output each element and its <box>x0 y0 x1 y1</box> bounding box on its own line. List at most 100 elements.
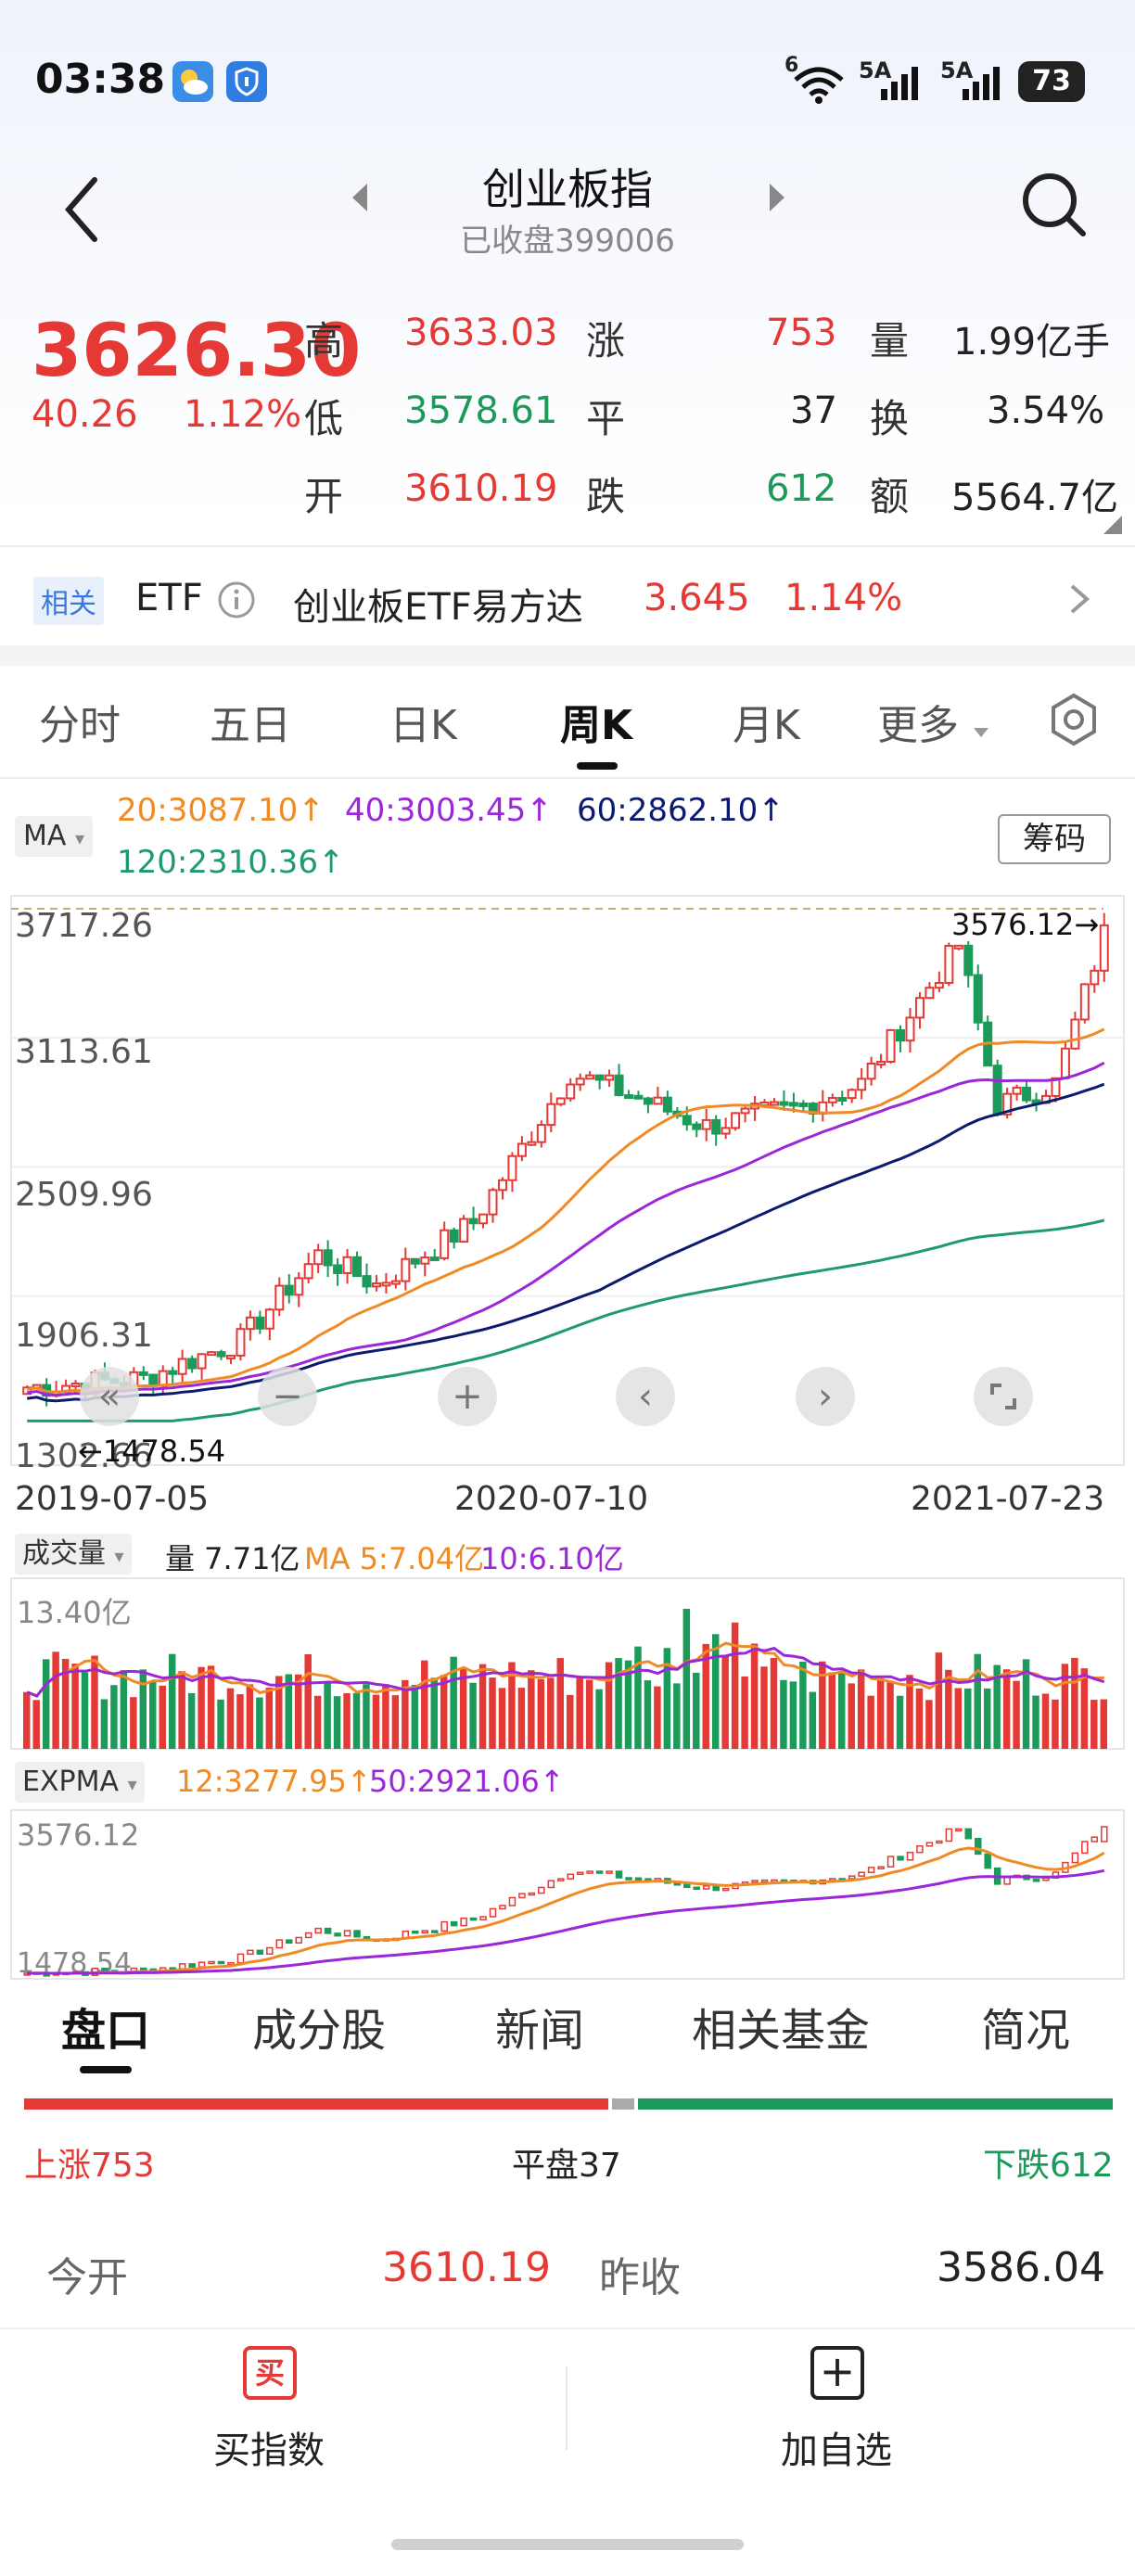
tab-market-depth[interactable]: 盘口 <box>61 2005 151 2057</box>
expma-candle <box>576 1871 584 1876</box>
ma-selector-button[interactable]: MA ▾ <box>15 816 93 857</box>
volume-bar <box>1052 1699 1059 1749</box>
settings-icon[interactable] <box>1046 692 1102 751</box>
add-watchlist-label: 加自选 <box>781 2429 892 2472</box>
candle <box>516 1142 527 1157</box>
candle <box>236 1328 246 1357</box>
expma-frame <box>10 1809 1125 1980</box>
expma-candle <box>925 1842 934 1847</box>
volume-bar <box>139 1669 147 1749</box>
ma20-value: 20:3087.10↑ <box>117 792 325 829</box>
candle <box>546 1103 556 1127</box>
weather-icon <box>172 61 213 102</box>
expma-candle <box>353 1930 361 1938</box>
flat-label: 平 <box>586 396 626 441</box>
tab-news[interactable]: 新闻 <box>495 2005 585 2057</box>
tab-constituents[interactable]: 成分股 <box>252 2005 387 2057</box>
kline-chart[interactable] <box>0 892 1135 1480</box>
volume-bar <box>644 1680 652 1749</box>
expma-candle <box>1090 1836 1099 1843</box>
candle <box>342 1256 352 1274</box>
volume-bar <box>459 1667 467 1749</box>
expma-candle <box>916 1845 924 1854</box>
expma-candle <box>984 1853 991 1869</box>
buy-icon: 买 <box>243 2346 297 2400</box>
volume-bar <box>517 1688 526 1749</box>
next-index-arrow-icon[interactable] <box>766 182 788 217</box>
tab-intraday[interactable]: 分时 <box>39 702 121 749</box>
chip-distribution-button[interactable]: 筹码 <box>998 814 1111 864</box>
expma-candle <box>314 1927 322 1934</box>
expma-candle <box>634 1877 643 1881</box>
candle <box>158 1370 168 1387</box>
volume-bar <box>236 1694 244 1749</box>
date-label-end: 2021-07-23 <box>911 1480 1105 1518</box>
tab-monthly-k[interactable]: 月K <box>733 702 800 749</box>
tab-active-indicator <box>577 762 618 770</box>
tab-daily-k[interactable]: 日K <box>389 702 457 749</box>
expma-candle <box>897 1855 904 1861</box>
expma-candle <box>178 1963 186 1970</box>
expma-selector-button[interactable]: EXPMA ▾ <box>15 1762 145 1803</box>
prev-index-arrow-icon[interactable] <box>349 182 371 217</box>
tab-related-funds[interactable]: 相关基金 <box>692 2005 871 2057</box>
candle <box>1012 1086 1022 1095</box>
volume-bar <box>440 1675 448 1749</box>
expma-candle <box>275 1939 284 1949</box>
expma-candle <box>886 1855 895 1868</box>
volume-bar <box>110 1685 118 1749</box>
tab-overview[interactable]: 简况 <box>981 2005 1071 2057</box>
back-button[interactable] <box>56 172 111 247</box>
y-tick-label: 3113.61 <box>15 1033 153 1071</box>
expand-corner-icon[interactable] <box>1103 516 1122 538</box>
candle <box>934 981 944 989</box>
search-icon[interactable] <box>1018 169 1089 243</box>
volume-bar <box>567 1694 574 1749</box>
volume-bar <box>52 1651 59 1749</box>
zoom-out-button[interactable]: − <box>258 1367 317 1426</box>
candle <box>1090 969 1100 986</box>
tab-weekly-k[interactable]: 周K <box>560 702 633 749</box>
price-change-pct: 1.12% <box>184 393 302 436</box>
volume-chart[interactable] <box>0 1576 1135 1753</box>
tab-five-day[interactable]: 五日 <box>210 702 291 749</box>
expma-chart[interactable] <box>0 1808 1135 1981</box>
volume-bar <box>149 1682 157 1749</box>
volume-selector-button[interactable]: 成交量 ▾ <box>15 1534 132 1575</box>
zoom-in-button[interactable]: + <box>438 1367 497 1426</box>
candle <box>410 1257 420 1265</box>
buy-index-button[interactable]: 买 买指数 <box>0 2346 568 2485</box>
volume-bar <box>605 1662 613 1749</box>
candle <box>207 1351 217 1357</box>
home-indicator[interactable] <box>391 2539 744 2550</box>
amount-value: 5564.7亿 <box>951 477 1118 519</box>
ma40-value: 40:3003.45↑ <box>345 792 553 829</box>
volume-bar <box>246 1684 254 1749</box>
ma-line <box>27 1061 1105 1397</box>
volume-bar <box>469 1682 477 1749</box>
tab-more[interactable]: 更多 <box>877 692 990 751</box>
low-value: 3578.61 <box>404 389 558 432</box>
expma-candle <box>712 1885 720 1892</box>
y-tick-label: 1906.31 <box>15 1317 153 1355</box>
candle <box>605 1074 615 1081</box>
max-price-label: 3576.12→ <box>951 907 1100 942</box>
scroll-left-button[interactable]: ‹ <box>616 1367 675 1426</box>
expma-candle <box>606 1870 613 1874</box>
volume-bar <box>411 1685 419 1749</box>
volume-bar <box>402 1679 409 1749</box>
chevron-right-icon[interactable] <box>1068 582 1090 619</box>
add-watchlist-button[interactable]: + 加自选 <box>568 2346 1135 2485</box>
candle <box>468 1218 478 1225</box>
expma-candle <box>247 1949 254 1956</box>
info-icon[interactable] <box>217 580 256 623</box>
rewind-button[interactable]: « <box>80 1367 139 1426</box>
ma-line <box>27 1218 1105 1422</box>
expma-candle <box>974 1837 982 1855</box>
expma-candle <box>1032 1879 1040 1882</box>
volume-bar <box>498 1688 506 1749</box>
scroll-right-button[interactable]: › <box>796 1367 855 1426</box>
fullscreen-button[interactable] <box>974 1367 1033 1426</box>
volume-bar <box>372 1694 380 1749</box>
expma-candle <box>343 1930 351 1937</box>
